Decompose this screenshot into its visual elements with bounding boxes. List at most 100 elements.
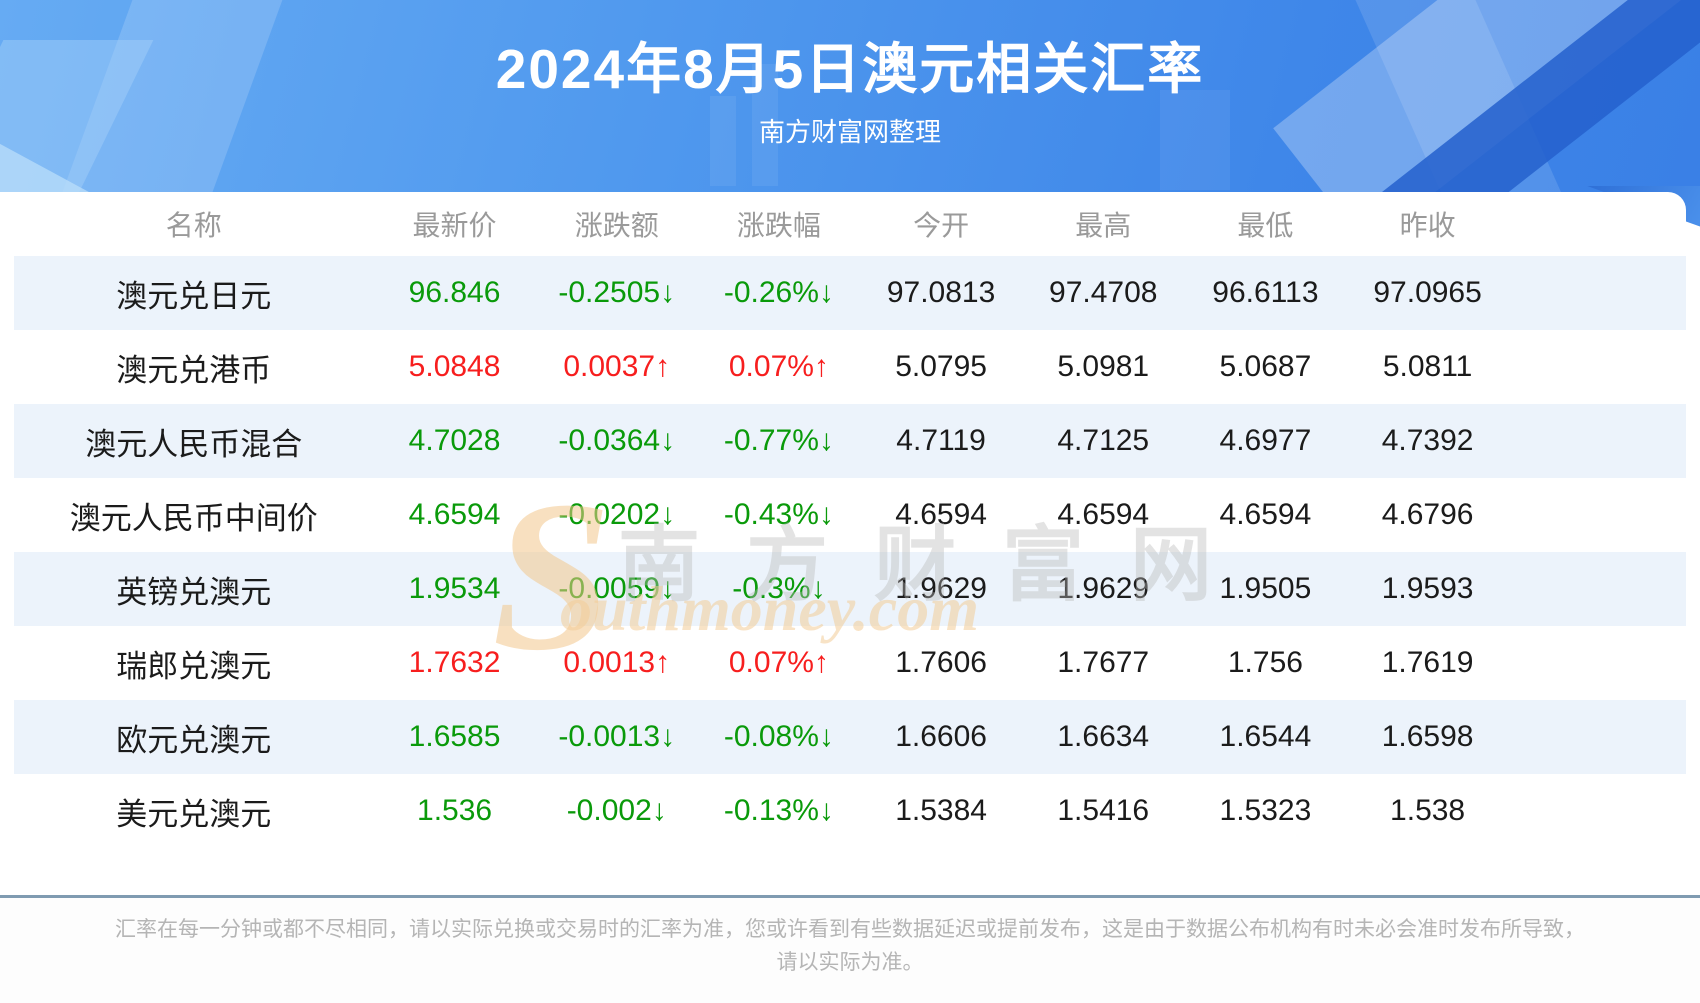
cell-prev: 4.6796 — [1381, 498, 1474, 531]
cell-change: -0.002↓ — [566, 794, 667, 827]
banner-candlestick-shape — [752, 64, 778, 186]
cell-pct: -0.26%↓ — [723, 276, 834, 309]
cell-change: -0.0059↓ — [558, 572, 676, 605]
cell-high: 1.7677 — [1057, 646, 1150, 679]
cell-open: 1.9629 — [895, 572, 987, 605]
cell-latest: 1.6585 — [408, 720, 501, 753]
cell-low: 1.6544 — [1219, 720, 1312, 753]
cell-spacer — [1509, 774, 1686, 848]
cell-name: 澳元兑港币 — [116, 352, 272, 388]
col-header-spacer — [1509, 192, 1686, 256]
col-header-pct: 涨跌幅 — [736, 210, 821, 241]
col-header-open: 今开 — [913, 210, 970, 241]
cell-high: 4.7125 — [1057, 424, 1150, 457]
cell-prev: 4.7392 — [1381, 424, 1474, 457]
cell-pct: -0.77%↓ — [723, 424, 834, 457]
cell-high: 1.5416 — [1057, 794, 1150, 827]
cell-open: 1.6606 — [895, 720, 987, 753]
cell-change: -0.2505↓ — [558, 276, 676, 309]
cell-latest: 5.0848 — [408, 350, 501, 383]
cell-low: 4.6594 — [1219, 498, 1312, 531]
cell-low: 4.6977 — [1219, 424, 1312, 457]
table-row: 瑞郎兑澳元 1.7632 0.0013↑ 0.07%↑ 1.7606 1.7677 1.75… — [14, 626, 1686, 700]
table-row: 欧元兑澳元 1.6585 -0.0013↓ -0.08%↓ 1.6606 1.6634 1.… — [14, 700, 1686, 774]
cell-prev: 1.9593 — [1381, 572, 1474, 605]
cell-open: 4.6594 — [895, 498, 987, 531]
col-header-change: 涨跌额 — [574, 210, 659, 241]
cell-change: 0.0013↑ — [563, 646, 671, 679]
table-row: 澳元兑日元 96.846 -0.2505↓ -0.26%↓ 97.0813 97.4708… — [14, 256, 1686, 330]
cell-spacer — [1509, 404, 1686, 478]
page-title: 2024年8月5日澳元相关汇率 — [495, 38, 1205, 100]
cell-high: 1.9629 — [1057, 572, 1150, 605]
cell-open: 4.7119 — [896, 424, 986, 457]
cell-prev: 97.0965 — [1373, 276, 1482, 309]
cell-pct: 0.07%↑ — [728, 646, 829, 679]
cell-change: 0.0037↑ — [563, 350, 671, 383]
col-header-low: 最低 — [1237, 210, 1294, 241]
cell-latest: 96.846 — [408, 276, 501, 309]
col-header-latest: 最新价 — [412, 210, 497, 241]
cell-name: 英镑兑澳元 — [116, 574, 272, 610]
cell-open: 5.0795 — [895, 350, 987, 383]
cell-latest: 4.7028 — [408, 424, 501, 457]
cell-latest: 1.9534 — [408, 572, 501, 605]
cell-latest: 4.6594 — [408, 498, 501, 531]
cell-spacer — [1509, 256, 1686, 330]
col-header-high: 最高 — [1075, 210, 1132, 241]
cell-spacer — [1509, 626, 1686, 700]
cell-spacer — [1509, 330, 1686, 404]
cell-name: 澳元人民币混合 — [85, 426, 303, 462]
cell-low: 1.756 — [1227, 646, 1303, 679]
cell-low: 5.0687 — [1219, 350, 1312, 383]
banner-building-shape — [1160, 90, 1230, 190]
cell-name: 美元兑澳元 — [116, 796, 272, 832]
cell-name: 澳元人民币中间价 — [69, 500, 318, 536]
disclaimer-line-2: 请以实际为准。 — [776, 951, 924, 974]
cell-change: -0.0202↓ — [558, 498, 676, 531]
cell-pct: -0.43%↓ — [723, 498, 834, 531]
col-header-prev: 昨收 — [1399, 210, 1456, 241]
table-row: 澳元人民币混合 4.7028 -0.0364↓ -0.77%↓ 4.7119 4.7125… — [14, 404, 1686, 478]
header-banner — [0, 0, 1700, 192]
table-row: 美元兑澳元 1.536 -0.002↓ -0.13%↓ 1.5384 1.5416 1.53… — [14, 774, 1686, 848]
footer-disclaimer: 汇率在每一分钟或都不尽相同，请以实际兑换或交易时的汇率为准，您或许看到有些数据延… — [0, 895, 1700, 1003]
page-subtitle: 南方财富网整理 — [758, 117, 941, 147]
cell-pct: -0.08%↓ — [723, 720, 834, 753]
cell-high: 1.6634 — [1057, 720, 1150, 753]
cell-prev: 1.7619 — [1381, 646, 1474, 679]
cell-spacer — [1509, 478, 1686, 552]
rates-card: 名称 最新价 涨跌额 涨跌幅 今开 最高 最低 昨收 澳元兑日元 96.846 -0… — [14, 192, 1686, 848]
cell-prev: 5.0811 — [1382, 350, 1473, 383]
cell-open: 97.0813 — [886, 276, 996, 309]
cell-name: 澳元兑日元 — [116, 278, 272, 314]
table-row: 英镑兑澳元 1.9534 -0.0059↓ -0.3%↓ 1.9629 1.9629 1.9… — [14, 552, 1686, 626]
cell-name: 欧元兑澳元 — [116, 722, 272, 758]
cell-prev: 1.538 — [1390, 794, 1466, 827]
disclaimer-line-1: 汇率在每一分钟或都不尽相同，请以实际兑换或交易时的汇率为准，您或许看到有些数据延… — [115, 918, 1585, 941]
cell-open: 1.5384 — [895, 794, 987, 827]
cell-prev: 1.6598 — [1381, 720, 1474, 753]
cell-pct: -0.3%↓ — [732, 572, 826, 605]
cell-change: -0.0013↓ — [558, 720, 676, 753]
table-header-row: 名称 最新价 涨跌额 涨跌幅 今开 最高 最低 昨收 — [14, 192, 1686, 256]
rates-table: 名称 最新价 涨跌额 涨跌幅 今开 最高 最低 昨收 澳元兑日元 96.846 -0… — [14, 192, 1686, 848]
cell-open: 1.7606 — [895, 646, 987, 679]
banner-candlestick-shape — [710, 96, 736, 186]
cell-spacer — [1509, 552, 1686, 626]
cell-latest: 1.536 — [417, 794, 493, 827]
cell-high: 97.4708 — [1049, 276, 1158, 309]
cell-low: 96.6113 — [1212, 276, 1319, 309]
col-header-name: 名称 — [165, 210, 222, 241]
cell-low: 1.5323 — [1219, 794, 1312, 827]
cell-low: 1.9505 — [1219, 572, 1312, 605]
cell-latest: 1.7632 — [408, 646, 501, 679]
cell-name: 瑞郎兑澳元 — [116, 648, 272, 684]
table-row: 澳元兑港币 5.0848 0.0037↑ 0.07%↑ 5.0795 5.0981 5.06… — [14, 330, 1686, 404]
cell-pct: -0.13%↓ — [723, 794, 834, 827]
table-row: 澳元人民币中间价 4.6594 -0.0202↓ -0.43%↓ 4.6594 4.659… — [14, 478, 1686, 552]
cell-high: 5.0981 — [1057, 350, 1150, 383]
cell-pct: 0.07%↑ — [728, 350, 829, 383]
cell-spacer — [1509, 700, 1686, 774]
cell-change: -0.0364↓ — [558, 424, 676, 457]
